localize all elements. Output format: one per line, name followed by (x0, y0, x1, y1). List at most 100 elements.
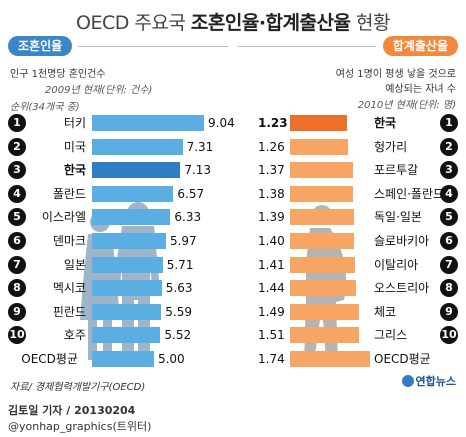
right-bar (290, 303, 359, 320)
left-value-label: 5.59 (165, 304, 192, 319)
right-value-label: 1.23 (258, 116, 288, 130)
left-rank-badge: 3 (8, 161, 26, 180)
right-category-label: 스페인·폴란드 (374, 186, 445, 201)
right-value-label: 1.49 (258, 304, 285, 319)
left-category-label: 폴란드 (52, 186, 86, 201)
right-category-label: OECD평균 (374, 352, 431, 366)
left-value-label: 7.31 (186, 139, 214, 154)
right-value-label: 1.26 (258, 139, 285, 154)
right-rank-badge: 1 (440, 114, 458, 132)
right-bar (290, 209, 354, 226)
left-value-label: 6.57 (177, 186, 205, 201)
left-rank-badge: 9 (8, 302, 26, 321)
right-bar (290, 115, 347, 131)
yonhap-logo: 연합뉴스 (401, 373, 456, 389)
right-bar (290, 280, 357, 297)
left-value-label: 5.00 (157, 352, 185, 366)
right-rank-badge: 9 (440, 302, 458, 321)
right-rank-badge: 2 (440, 137, 458, 156)
left-desc: 인구 1천명당 혼인건수 (10, 69, 106, 80)
left-rank-badge: 7 (8, 255, 26, 274)
left-value-label: 5.71 (166, 257, 194, 272)
left-value-label: 5.52 (164, 328, 192, 343)
right-rank-badge: 5 (440, 208, 458, 227)
left-value-label: 6.33 (174, 210, 202, 225)
left-category-label: 멕시코 (52, 281, 86, 296)
left-rank-badge: 8 (8, 279, 26, 298)
right-divider (238, 46, 376, 47)
left-category-label: 핀란드 (52, 304, 86, 319)
left-bar (92, 280, 162, 297)
right-desc-line1: 여성 1명이 평생 낳을 것으로 (335, 69, 456, 80)
left-value-label: 7.13 (184, 163, 212, 178)
left-unit-note: 2009년 현재(단위: 건수) (45, 85, 153, 96)
left-rank-badge: 10 (8, 326, 26, 345)
right-bar (290, 256, 355, 273)
right-value-label: 1.74 (258, 352, 285, 366)
author-line: 김토일 기자 / 20130204 (8, 404, 136, 417)
right-rank-badge: 7 (440, 255, 458, 274)
page-title: OECD 주요국 조혼인율·합계출산율 현황 (0, 8, 466, 35)
title-bold: 조혼인율·합계출산율 (190, 12, 351, 34)
right-category-label: 한국 (374, 116, 397, 130)
left-bar (92, 351, 154, 367)
left-rank-note: 순위(34개국 중) (10, 102, 80, 113)
left-bar (92, 209, 171, 226)
left-rank-badge: 1 (8, 114, 26, 132)
right-value-label: 1.44 (258, 281, 285, 296)
title-suffix: 현황 (350, 12, 390, 34)
right-bar (290, 327, 360, 344)
right-value-label: 1.41 (258, 257, 285, 272)
right-rank-badge: 4 (440, 184, 458, 203)
left-value-label: 5.63 (165, 281, 193, 296)
right-value-label: 1.39 (258, 210, 285, 225)
right-bar (290, 185, 354, 202)
right-value-label: 1.38 (258, 186, 285, 201)
source-note: 자료/ 경제협력개발기구(OECD) (10, 382, 146, 393)
left-category-label: 호주 (63, 328, 86, 343)
right-category-label: 체코 (374, 304, 397, 319)
left-bar (92, 233, 166, 249)
right-bar (290, 138, 348, 155)
left-rank-badge: 6 (8, 232, 26, 250)
left-bar (92, 256, 163, 273)
left-category-label: 한국 (63, 163, 86, 178)
left-rank-badge: 2 (8, 137, 26, 156)
left-bar (92, 115, 204, 131)
marriage-rate-badge: 조혼인율 (8, 36, 73, 56)
right-category-label: 그리스 (374, 328, 408, 343)
left-category-label: 덴마크 (52, 234, 86, 248)
left-bar (92, 327, 161, 344)
fertility-rate-badge: 합계출산율 (382, 36, 458, 56)
right-value-label: 1.51 (258, 328, 285, 343)
right-category-label: 슬로바키아 (374, 234, 430, 248)
left-category-label: 미국 (63, 139, 86, 154)
logo-text: 연합뉴스 (415, 375, 456, 388)
right-rank-badge: 10 (440, 326, 458, 345)
right-bar (290, 351, 370, 367)
right-category-label: 오스트리아 (374, 281, 430, 296)
left-value-label: 9.04 (208, 116, 235, 130)
right-rank-badge: 6 (440, 232, 458, 250)
left-value-label: 5.97 (169, 234, 197, 248)
twitter-handle: @yonhap_graphics(트위터) (8, 420, 152, 433)
right-value-label: 1.37 (258, 163, 285, 178)
left-category-label: 일본 (63, 257, 86, 272)
left-rank-badge: 4 (8, 184, 26, 203)
left-bar (92, 162, 181, 179)
left-bar (92, 303, 162, 320)
left-category-label: OECD평균 (21, 352, 78, 366)
right-value-label: 1.40 (258, 234, 285, 248)
left-category-label: 이스라엘 (41, 210, 86, 225)
right-unit-note: 2010년 현재(단위: 명) (357, 100, 456, 111)
yonhap-logo-icon (401, 375, 414, 387)
right-rank-badge: 8 (440, 279, 458, 298)
right-bar (290, 162, 353, 179)
right-category-label: 독일·일본 (374, 210, 422, 225)
left-bar (92, 138, 183, 155)
right-rank-badge: 3 (440, 161, 458, 180)
left-divider (78, 46, 228, 47)
title-prefix: OECD 주요국 (76, 12, 191, 34)
right-category-label: 헝가리 (374, 139, 408, 154)
right-category-label: 포르투갈 (374, 163, 419, 178)
